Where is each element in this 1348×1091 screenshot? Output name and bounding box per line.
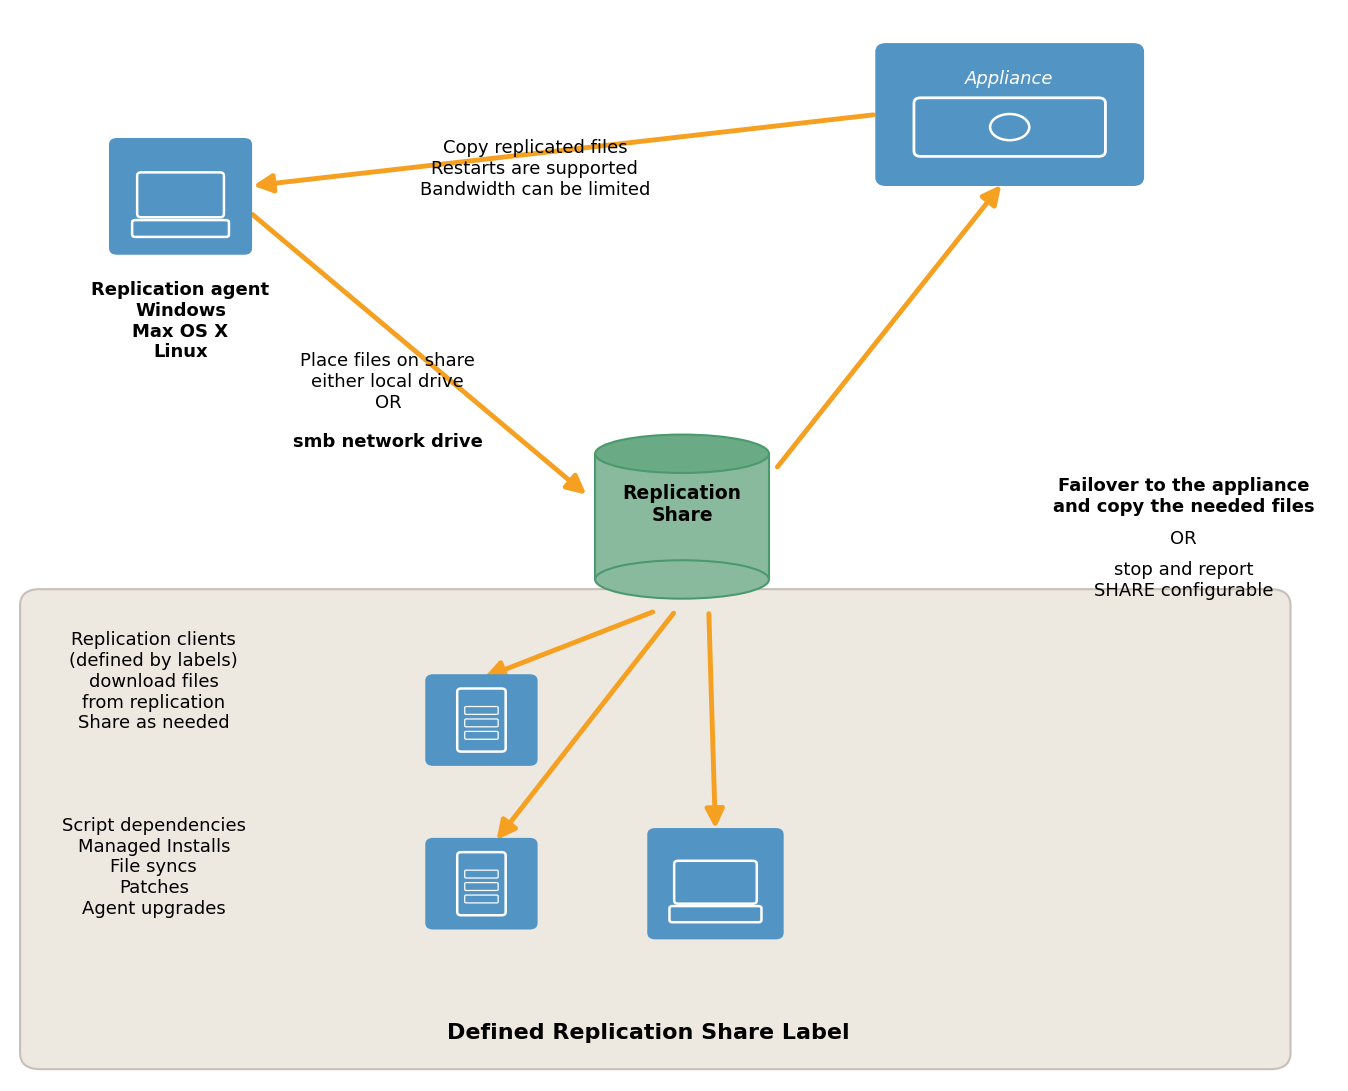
Text: Replication
Share: Replication Share	[623, 483, 741, 525]
Text: Replication agent
Windows
Max OS X
Linux: Replication agent Windows Max OS X Linux	[92, 281, 270, 361]
FancyBboxPatch shape	[109, 139, 252, 255]
Ellipse shape	[989, 113, 1030, 141]
FancyBboxPatch shape	[457, 852, 506, 915]
Text: Failover to the appliance
and copy the needed files: Failover to the appliance and copy the n…	[1053, 477, 1314, 516]
FancyBboxPatch shape	[425, 674, 538, 766]
FancyBboxPatch shape	[670, 906, 762, 922]
FancyBboxPatch shape	[465, 719, 499, 727]
Ellipse shape	[594, 561, 768, 599]
FancyBboxPatch shape	[465, 707, 499, 715]
FancyBboxPatch shape	[914, 98, 1105, 156]
FancyBboxPatch shape	[465, 883, 499, 890]
FancyBboxPatch shape	[465, 895, 499, 903]
FancyBboxPatch shape	[465, 731, 499, 740]
Text: stop and report
SHARE configurable: stop and report SHARE configurable	[1093, 561, 1274, 600]
FancyBboxPatch shape	[137, 172, 224, 217]
Text: Defined Replication Share Label: Defined Replication Share Label	[448, 1023, 851, 1043]
FancyBboxPatch shape	[457, 688, 506, 752]
FancyBboxPatch shape	[425, 838, 538, 930]
Ellipse shape	[594, 434, 768, 473]
Text: Appliance: Appliance	[965, 71, 1054, 88]
Text: Place files on share
either local drive
OR: Place files on share either local drive …	[301, 352, 476, 411]
Text: smb network drive: smb network drive	[293, 433, 483, 451]
Text: Script dependencies
Managed Installs
File syncs
Patches
Agent upgrades: Script dependencies Managed Installs Fil…	[62, 817, 245, 918]
FancyBboxPatch shape	[465, 871, 499, 878]
Text: OR: OR	[1170, 530, 1197, 548]
FancyBboxPatch shape	[647, 828, 783, 939]
Bar	[594, 454, 768, 579]
Text: Copy replicated files
Restarts are supported
Bandwidth can be limited: Copy replicated files Restarts are suppo…	[419, 140, 650, 199]
FancyBboxPatch shape	[132, 220, 229, 237]
Text: Replication clients
(defined by labels)
download files
from replication
Share as: Replication clients (defined by labels) …	[69, 632, 239, 732]
FancyBboxPatch shape	[875, 44, 1144, 187]
FancyBboxPatch shape	[674, 861, 756, 903]
FancyBboxPatch shape	[20, 589, 1290, 1069]
